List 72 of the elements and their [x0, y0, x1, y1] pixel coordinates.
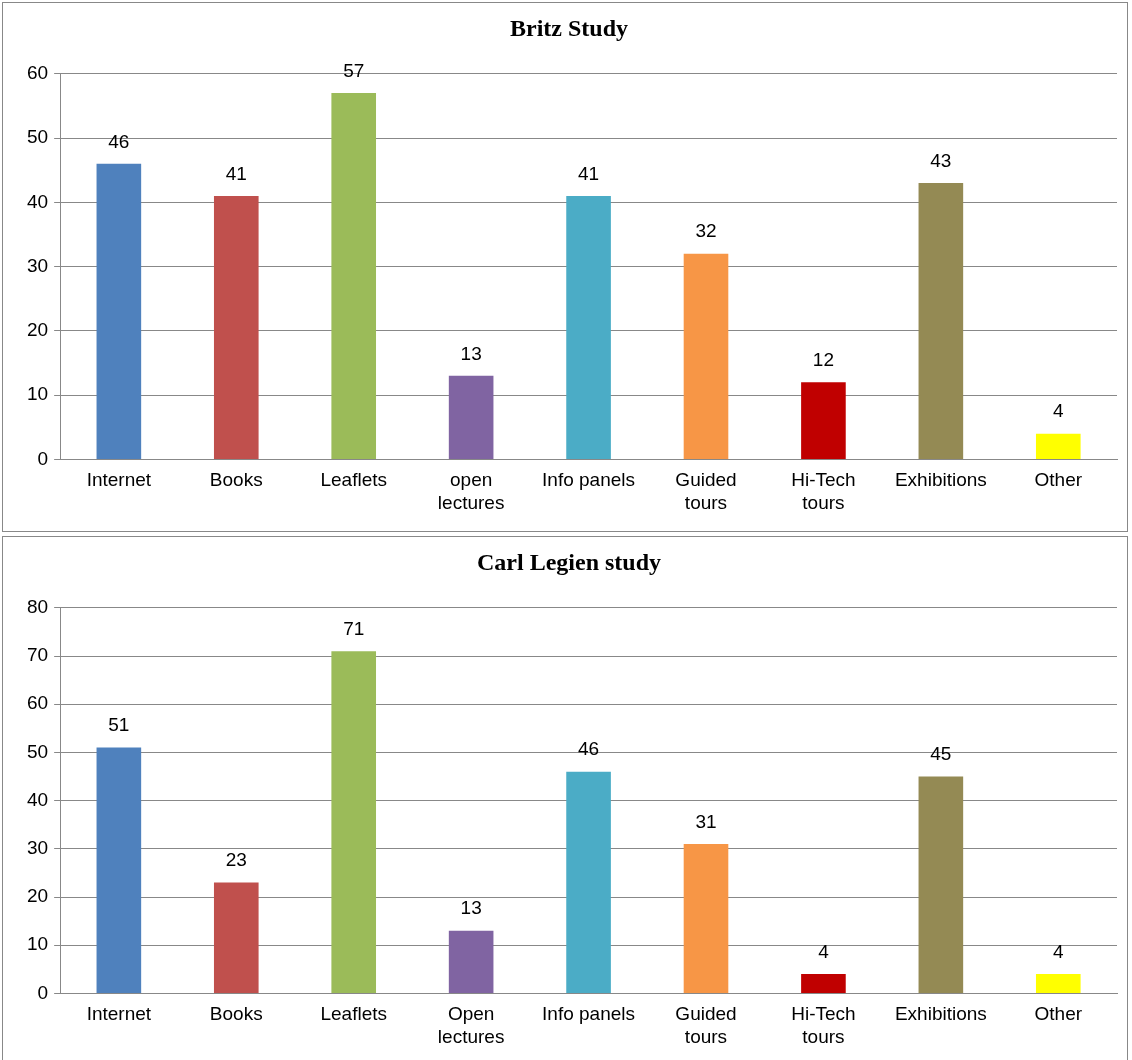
x-tick-label: open lectures — [437, 469, 505, 513]
data-label: 13 — [460, 342, 482, 364]
bar — [1035, 433, 1081, 459]
bar — [918, 183, 964, 459]
data-label: 41 — [225, 162, 247, 184]
x-tick-label: Books — [209, 1003, 263, 1025]
bar — [213, 882, 259, 993]
data-label: 23 — [225, 849, 247, 871]
x-tick-label: Internet — [86, 469, 152, 491]
y-tick-label: 50 — [26, 740, 49, 762]
y-tick-label: 70 — [26, 644, 49, 666]
chart-title: Britz Study — [509, 14, 629, 41]
x-tick-label: Exhibitions — [894, 1003, 987, 1025]
x-tick-label: Exhibitions — [894, 469, 987, 491]
bar — [96, 747, 142, 993]
y-tick-label: 60 — [26, 62, 49, 84]
data-label: 41 — [578, 162, 600, 184]
x-tick-label: Other — [1034, 1003, 1083, 1025]
data-label: 43 — [930, 149, 952, 171]
y-tick-label: 30 — [26, 837, 49, 859]
data-label: 12 — [812, 349, 834, 371]
data-label: 4 — [818, 940, 830, 962]
y-tick-label: 50 — [26, 126, 49, 148]
bar — [801, 382, 846, 459]
x-tick-label: Other — [1034, 469, 1083, 491]
x-tick-label: Leaflets — [320, 1003, 387, 1025]
data-label: 31 — [695, 810, 717, 832]
x-tick-label: Guided tours — [675, 469, 737, 513]
bar — [213, 195, 259, 459]
y-tick-label: 30 — [26, 254, 49, 276]
bar — [1035, 974, 1081, 993]
x-tick-label: Guided tours — [675, 1003, 737, 1047]
bar — [448, 375, 494, 459]
bar — [683, 253, 729, 459]
x-tick-label: Books — [209, 469, 263, 491]
y-tick-label: 40 — [26, 190, 49, 212]
data-label: 57 — [343, 59, 365, 81]
bar — [96, 163, 142, 459]
y-tick-label: 0 — [37, 447, 49, 469]
y-tick-label: 20 — [26, 319, 49, 341]
bar — [448, 930, 494, 993]
y-tick-label: 40 — [26, 788, 49, 810]
y-tick-label: 20 — [26, 885, 49, 907]
data-label: 51 — [108, 714, 130, 736]
y-tick-label: 10 — [26, 383, 49, 405]
data-label: 4 — [1053, 400, 1064, 422]
bar — [801, 974, 846, 993]
x-tick-label: Info panels — [542, 469, 636, 491]
bar — [566, 195, 611, 459]
data-label: 4 — [1053, 940, 1064, 962]
bar — [566, 771, 611, 993]
bar — [918, 776, 964, 993]
x-tick-label: Info panels — [542, 1003, 636, 1025]
data-label: 71 — [343, 617, 365, 639]
y-tick-label: 10 — [26, 933, 49, 955]
bar — [331, 93, 377, 459]
data-label: 13 — [460, 897, 482, 919]
bar — [683, 843, 729, 993]
y-tick-label: 60 — [26, 692, 49, 714]
data-label: 46 — [108, 130, 130, 152]
x-tick-label: Open lectures — [437, 1003, 505, 1047]
data-label: 32 — [695, 220, 717, 242]
x-tick-label: Leaflets — [320, 469, 387, 491]
chart-title: Carl Legien study — [476, 548, 662, 575]
data-label: 46 — [578, 738, 600, 760]
x-tick-label: Hi-Tech tours — [791, 1003, 856, 1047]
y-tick-label: 0 — [37, 981, 49, 1003]
x-tick-label: Internet — [86, 1003, 152, 1025]
data-label: 45 — [930, 743, 952, 765]
x-tick-label: Hi-Tech tours — [791, 469, 856, 513]
bar — [331, 651, 377, 993]
y-tick-label: 80 — [26, 596, 49, 618]
